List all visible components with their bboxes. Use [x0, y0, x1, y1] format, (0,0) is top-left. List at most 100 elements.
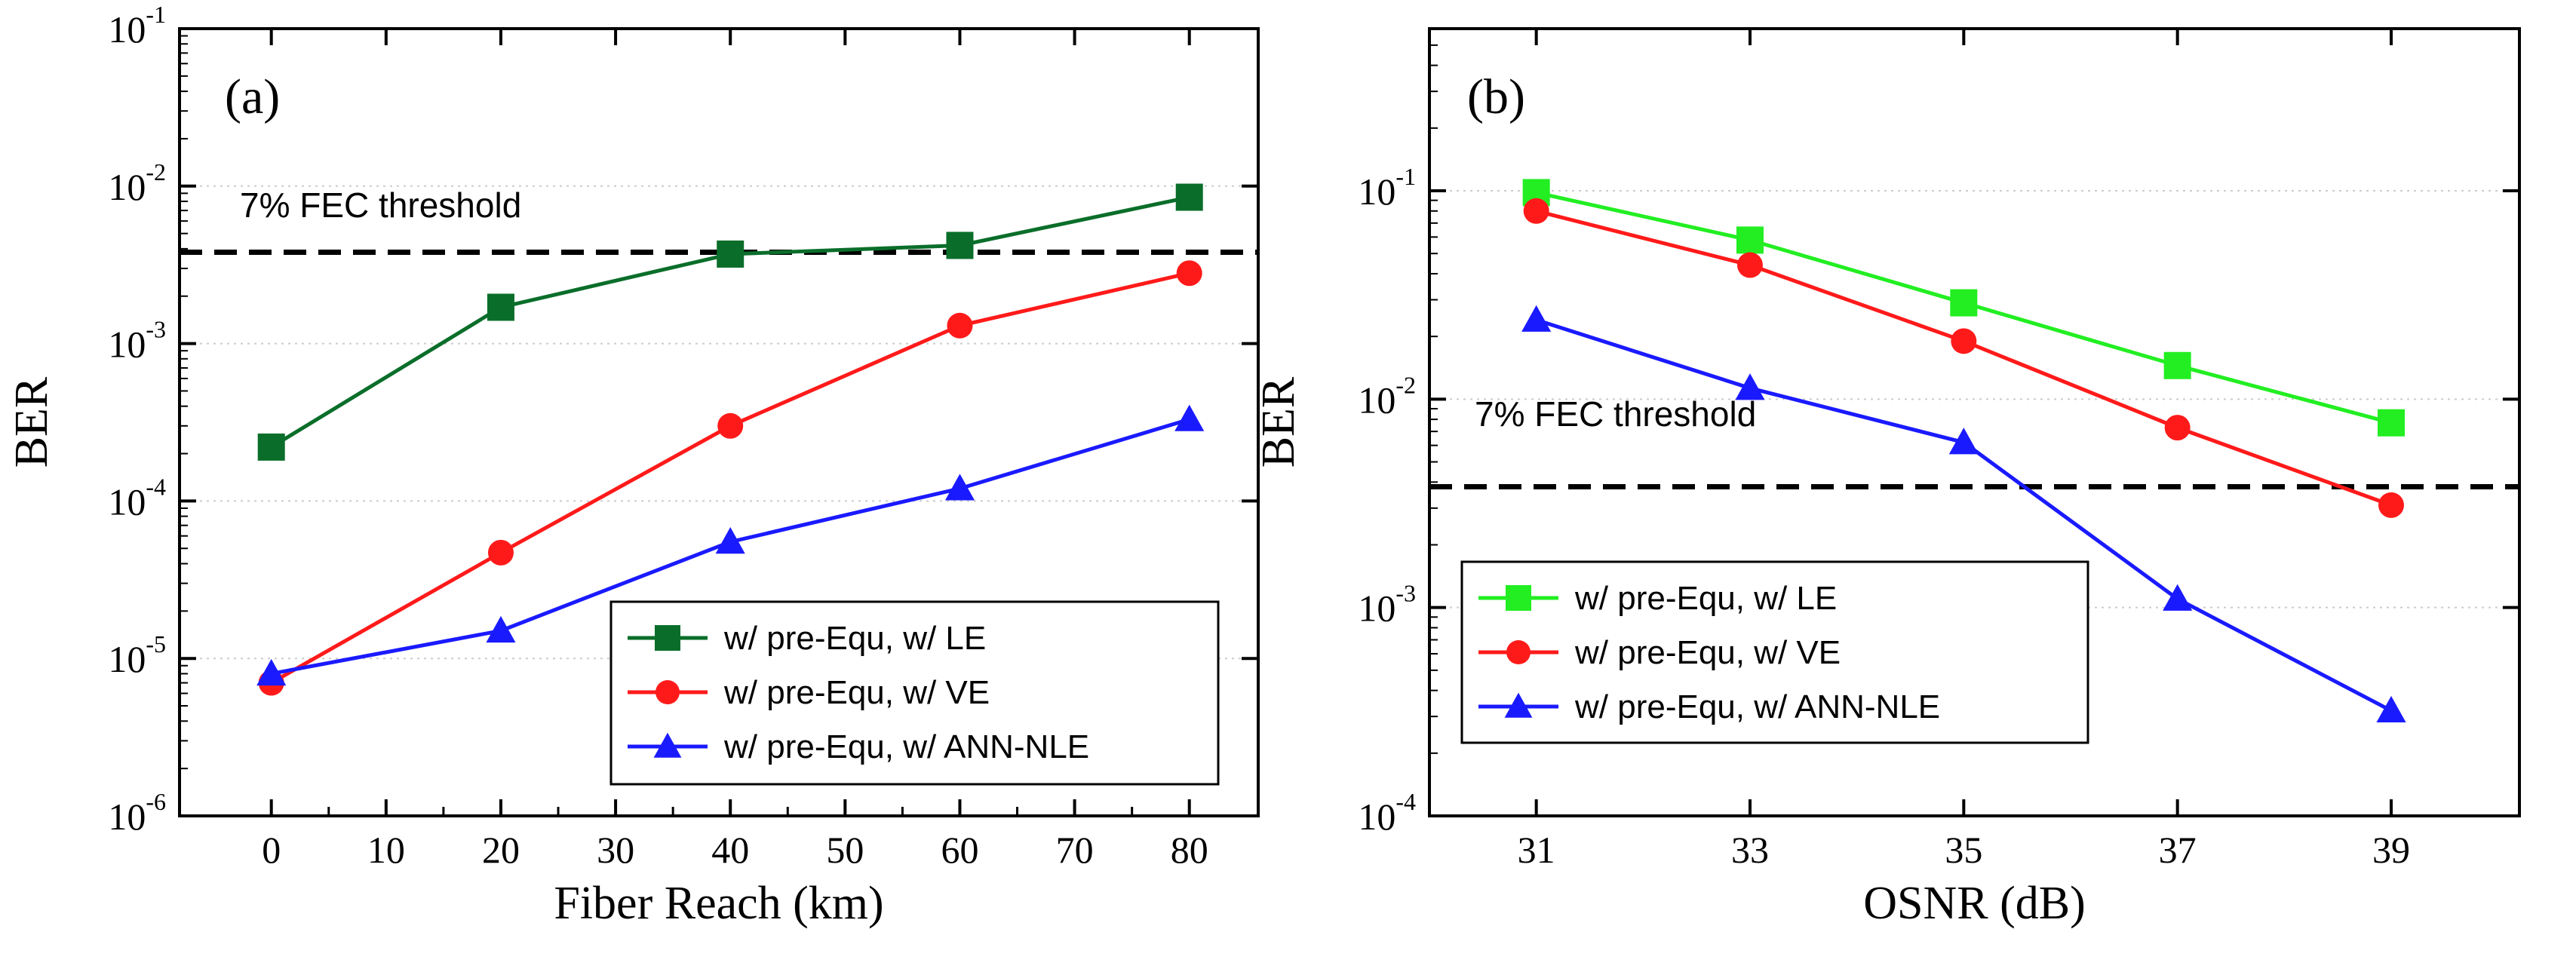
x-tick-label: 50: [826, 829, 864, 871]
data-point-w-pre-equ-w-le: [717, 240, 745, 268]
data-point-w-pre-equ-w-ann-nle: [2163, 584, 2193, 611]
y-tick-exponent: -3: [1395, 580, 1416, 607]
data-point-w-pre-equ-w-ann-nle: [715, 527, 745, 554]
plot-frame: [1428, 27, 2521, 817]
legend-marker: [653, 732, 682, 758]
data-point-w-pre-equ-w-ann-nle: [2376, 695, 2406, 723]
y-tick-exponent: -2: [146, 158, 166, 185]
y-tick-label: 10-4: [108, 473, 166, 523]
legend-marker: [1506, 640, 1531, 664]
data-point-w-pre-equ-w-ve: [1523, 198, 1549, 224]
x-axis-title: Fiber Reach (km): [554, 878, 883, 929]
y-tick-base: 10: [1358, 587, 1395, 630]
data-point-w-pre-equ-w-le: [2378, 409, 2405, 437]
x-tick-label: 30: [597, 829, 634, 871]
x-tick-label: 33: [1731, 829, 1769, 871]
data-point-w-pre-equ-w-le: [257, 433, 285, 461]
y-tick-label: 10-1: [1358, 163, 1416, 213]
panel-label: (b): [1467, 69, 1525, 124]
panel-label: (a): [225, 69, 280, 124]
y-axis-title: BER: [6, 376, 57, 468]
y-tick-base: 10: [108, 480, 146, 523]
y-tick-base: 10: [108, 323, 146, 366]
y-tick-exponent: -1: [146, 1, 166, 28]
legend-box: [1460, 560, 2089, 744]
x-tick-label: 60: [941, 829, 978, 871]
y-tick-label: 10-6: [108, 788, 166, 838]
data-point-w-pre-equ-w-ve: [947, 312, 973, 339]
data-point-w-pre-equ-w-ann-nle: [1948, 428, 1979, 455]
y-tick-label: 10-3: [108, 316, 166, 366]
data-point-w-pre-equ-w-ann-nle: [1174, 404, 1205, 431]
y-tick-label: 10-1: [108, 1, 166, 51]
data-point-w-pre-equ-w-ann-nle: [486, 615, 516, 643]
data-point-w-pre-equ-w-le: [1175, 183, 1203, 211]
legend-box: [609, 600, 1220, 786]
legend-entry: w/ pre-Equ, w/ VE: [723, 674, 990, 711]
data-point-w-pre-equ-w-le: [1736, 226, 1764, 254]
panel-a-chart: 0 10 20 30 40 50 60 70 8010-610-510-410-310-210-…: [6, 1, 1260, 929]
y-tick-label: 10-3: [1358, 580, 1416, 630]
y-tick-base: 10: [108, 796, 146, 838]
x-tick-label: 40: [711, 829, 749, 871]
x-tick-label: 35: [1945, 829, 1982, 871]
x-tick-label: 70: [1056, 829, 1094, 871]
x-tick-label: 0: [262, 829, 281, 871]
fec-threshold-label: 7% FEC threshold: [1475, 394, 1756, 434]
x-tick-label: 39: [2372, 829, 2410, 871]
legend-entry: w/ pre-Equ, w/ VE: [1574, 634, 1841, 671]
legend-entry: w/ pre-Equ, w/ ANN-NLE: [1574, 688, 1940, 725]
y-tick-label: 10-2: [108, 158, 166, 208]
y-tick-exponent: -3: [146, 316, 166, 343]
y-tick-exponent: -4: [1395, 788, 1416, 815]
data-point-w-pre-equ-w-ve: [717, 412, 744, 439]
y-tick-exponent: -5: [146, 630, 166, 658]
legend-entry: w/ pre-Equ, w/ LE: [723, 620, 986, 657]
data-point-w-pre-equ-w-le: [2163, 351, 2191, 379]
data-point-w-pre-equ-w-ve: [2378, 492, 2404, 518]
x-axis-title: OSNR (dB): [1863, 878, 2086, 929]
y-tick-label: 10-5: [108, 630, 166, 680]
data-point-w-pre-equ-w-ve: [487, 539, 514, 566]
legend-marker: [1504, 692, 1533, 718]
legend-marker: [655, 625, 680, 651]
x-tick-label: 80: [1171, 829, 1208, 871]
x-tick-label: 37: [2159, 829, 2197, 871]
y-tick-exponent: -4: [146, 473, 166, 500]
y-tick-exponent: -1: [1395, 163, 1416, 190]
y-tick-base: 10: [108, 166, 146, 208]
x-tick-label: 10: [367, 829, 405, 871]
data-point-w-pre-equ-w-ve: [2164, 415, 2191, 441]
data-point-w-pre-equ-w-ann-nle: [1521, 305, 1552, 332]
data-point-w-pre-equ-w-le: [487, 293, 514, 321]
plot-frame: [178, 27, 1260, 817]
legend-marker: [656, 680, 680, 704]
y-tick-exponent: -2: [1395, 371, 1416, 398]
fec-threshold-label: 7% FEC threshold: [240, 185, 521, 225]
x-tick-label: 20: [482, 829, 520, 871]
y-tick-base: 10: [1358, 170, 1395, 213]
data-point-w-pre-equ-w-le: [946, 231, 974, 259]
series-line-w-pre-equ-w-ve: [1536, 209, 2392, 507]
y-tick-base: 10: [108, 8, 146, 51]
y-axis-title: BER: [1253, 376, 1304, 468]
y-tick-base: 10: [1358, 796, 1395, 838]
series-line-w-pre-equ-w-le: [270, 195, 1190, 449]
y-tick-base: 10: [108, 638, 146, 680]
legend-entry: w/ pre-Equ, w/ LE: [1574, 580, 1837, 617]
data-point-w-pre-equ-w-ve: [1176, 260, 1202, 287]
data-point-w-pre-equ-w-le: [1950, 289, 1978, 317]
legend-entry: w/ pre-Equ, w/ ANN-NLE: [723, 728, 1089, 765]
data-point-w-pre-equ-w-ve: [1951, 328, 1977, 354]
y-tick-label: 10-2: [1358, 371, 1416, 421]
x-tick-label: 31: [1518, 829, 1555, 871]
legend-marker: [1506, 585, 1531, 611]
data-point-w-pre-equ-w-ve: [1737, 252, 1763, 278]
y-tick-base: 10: [1358, 379, 1395, 421]
y-tick-label: 10-4: [1358, 788, 1416, 838]
data-point-w-pre-equ-w-ann-nle: [944, 474, 975, 501]
data-point-w-pre-equ-w-ann-nle: [256, 658, 287, 686]
y-tick-exponent: -6: [146, 788, 166, 815]
